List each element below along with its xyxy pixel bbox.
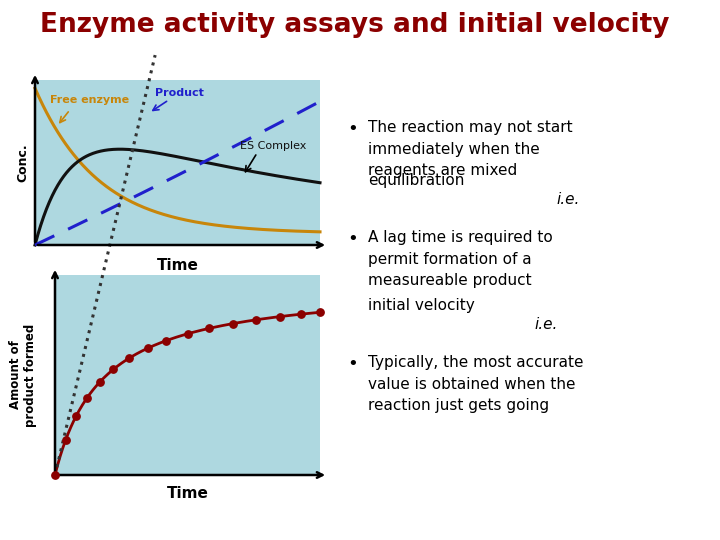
- Point: [123, 354, 135, 362]
- Point: [251, 315, 262, 324]
- Text: equilibration: equilibration: [368, 173, 464, 188]
- Text: Time: Time: [166, 485, 208, 501]
- Point: [314, 308, 325, 316]
- Text: Product: Product: [155, 88, 204, 98]
- Point: [296, 310, 307, 319]
- Point: [107, 365, 119, 374]
- FancyBboxPatch shape: [35, 80, 320, 245]
- Text: Typically, the most accurate
value is obtained when the
reaction just gets going: Typically, the most accurate value is ob…: [368, 355, 583, 413]
- Point: [71, 411, 82, 420]
- Text: Free enzyme: Free enzyme: [50, 95, 129, 105]
- Point: [49, 471, 60, 480]
- Point: [60, 436, 71, 444]
- Text: i.e.: i.e.: [534, 317, 557, 332]
- Text: The reaction may not start
immediately when the
reagents are mixed: The reaction may not start immediately w…: [368, 120, 572, 178]
- Point: [274, 312, 286, 321]
- Point: [94, 377, 106, 386]
- Text: Enzyme activity assays and initial velocity: Enzyme activity assays and initial veloc…: [40, 12, 670, 38]
- Point: [181, 329, 193, 338]
- Text: Conc.: Conc.: [17, 143, 30, 182]
- FancyBboxPatch shape: [55, 275, 320, 475]
- Text: i.e.: i.e.: [556, 192, 580, 207]
- Text: initial velocity: initial velocity: [368, 298, 474, 313]
- Point: [161, 336, 172, 345]
- Text: •: •: [348, 355, 359, 373]
- Text: ES Complex: ES Complex: [240, 141, 307, 151]
- Point: [227, 319, 238, 328]
- Text: •: •: [348, 120, 359, 138]
- Point: [203, 324, 215, 333]
- Text: Amount of
product formed: Amount of product formed: [9, 323, 37, 427]
- Point: [142, 344, 153, 353]
- Point: [81, 394, 93, 402]
- Text: A lag time is required to
permit formation of a
measureable product: A lag time is required to permit formati…: [368, 230, 553, 288]
- Text: Time: Time: [156, 258, 199, 273]
- Text: •: •: [348, 230, 359, 248]
